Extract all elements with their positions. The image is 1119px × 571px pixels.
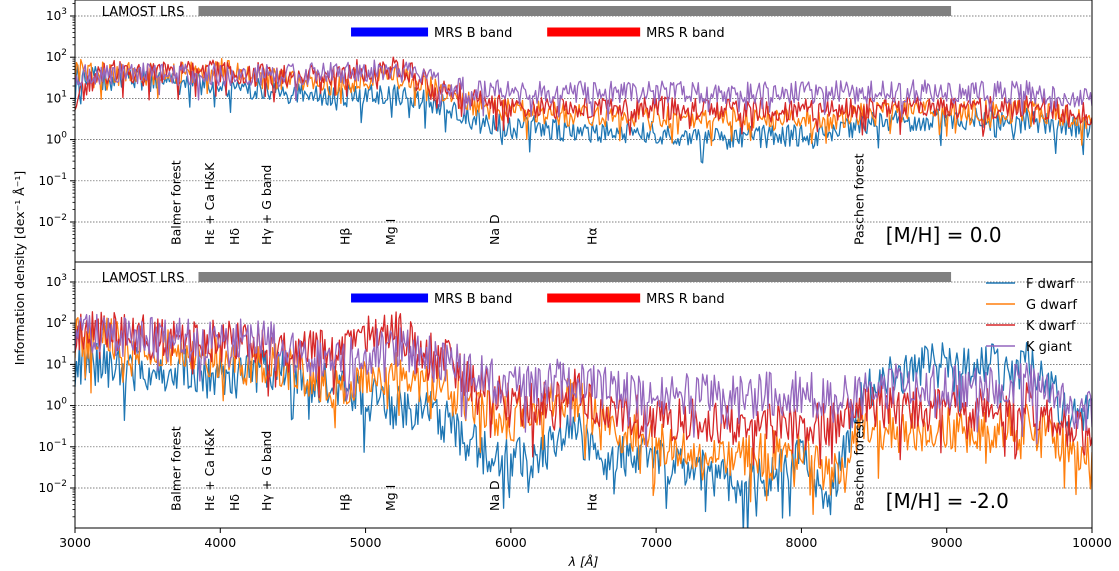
coverage-bar-label: LAMOST LRS [102,271,185,286]
y-tick-base: 10 [46,399,61,413]
y-tick-base: 10 [38,481,53,495]
series-group [75,311,1092,528]
coverage-bar [351,293,429,303]
series-line-f-dwarf [75,64,1092,164]
y-tick-exponent: 1 [61,89,67,99]
y-axis-label: Information density [dex⁻¹ Å⁻¹] [12,171,27,365]
x-tick-label: 7000 [640,535,672,550]
coverage-bar-label: MRS B band [434,292,512,307]
y-tick-exponent: 0 [61,131,67,141]
legend-label: K dwarf [1026,319,1076,334]
x-tick-label: 4000 [204,535,236,550]
spectral-line-label: Hα [585,227,600,245]
metallicity-label: [M/H] = 0.0 [886,223,1002,247]
coverage-bar-label: MRS R band [646,292,725,307]
y-tick-exponent: 3 [61,273,67,283]
y-tick-label: 102 [46,314,67,330]
panel-bottom: LAMOST LRS MRS B band MRS R band Balmer for… [38,261,1093,529]
panel-top: LAMOST LRS MRS B band MRS R band Balmer for… [38,0,1093,263]
y-tick-label: 10−2 [38,479,67,495]
x-tick-label: 6000 [495,535,527,550]
y-tick-exponent: −2 [54,213,67,223]
coverage-bar-label: MRS B band [434,26,512,41]
y-tick-exponent: −2 [54,479,67,489]
y-tick-base: 10 [38,440,53,454]
coverage-bar [198,272,952,282]
y-tick-label: 10−1 [38,172,67,188]
spectral-line-label: Hγ + G band [259,431,274,511]
series-group [75,56,1092,164]
y-tick-exponent: 2 [61,48,67,58]
y-tick-exponent: −1 [54,172,67,182]
series-line-k-dwarf [75,311,1092,466]
series-line-f-dwarf [75,342,1092,528]
x-tick-label: 9000 [931,535,963,550]
y-tick-base: 10 [46,316,61,330]
coverage-bar-label: LAMOST LRS [102,5,185,20]
y-tick-base: 10 [46,275,61,289]
coverage-bar [351,27,429,37]
y-tick-label: 102 [46,48,67,64]
spectral-line-label: Na D [487,480,502,511]
spectral-line-label: Hε + Ca H&K [202,428,217,511]
spectral-line-label: Hβ [337,494,352,511]
spectral-line-label: Mg I [383,485,398,511]
y-tick-base: 10 [38,174,53,188]
y-tick-exponent: 1 [61,355,67,365]
spectral-line-label: Balmer forest [169,160,184,245]
y-tick-label: 100 [46,397,67,413]
y-tick-exponent: 0 [61,397,67,407]
shared-axes: 3000 4000 5000 6000 7000 8000 9000 10000 λ [Å] In… [12,171,1112,569]
y-tick-exponent: 3 [61,7,67,17]
metallicity-label: [M/H] = -2.0 [886,489,1009,513]
y-tick-exponent: −1 [54,438,67,448]
y-tick-base: 10 [46,50,61,64]
spectral-line-label: Hδ [227,494,242,511]
spectral-line-label: Paschen forest [852,153,867,245]
x-tick-label: 8000 [786,535,818,550]
legend-label: K giant [1026,340,1072,355]
y-tick-label: 100 [46,131,67,147]
coverage-bar [547,27,641,37]
y-tick-label: 10−1 [38,438,67,454]
series-line-k-giant [75,59,1092,121]
legend-label: F dwarf [1026,277,1075,292]
series-line-g-dwarf [75,314,1092,516]
coverage-bar-label: MRS R band [646,26,725,41]
y-tick-label: 103 [46,7,67,23]
x-tick-label: 3000 [59,535,91,550]
spectral-line-label: Mg I [383,219,398,245]
spectral-line-label: Paschen forest [852,419,867,511]
y-tick-exponent: 2 [61,314,67,324]
x-axis-label: λ [Å] [568,554,599,569]
series-line-k-dwarf [75,56,1092,137]
y-tick-label: 101 [46,355,67,371]
spectral-line-label: Hβ [337,228,352,245]
series-line-k-giant [75,313,1092,448]
legend-label: G dwarf [1026,298,1077,313]
spectral-line-label: Balmer forest [169,426,184,511]
y-tick-label: 10−2 [38,213,67,229]
y-tick-label: 101 [46,89,67,105]
spectral-line-label: Hα [585,493,600,511]
y-tick-base: 10 [46,91,61,105]
y-tick-base: 10 [46,357,61,371]
spectral-line-label: Hγ + G band [259,165,274,245]
y-tick-base: 10 [46,9,61,23]
x-tick-label: 5000 [350,535,382,550]
y-tick-base: 10 [46,133,61,147]
y-tick-label: 103 [46,273,67,289]
spectral-line-label: Hδ [227,228,242,245]
y-tick-base: 10 [38,215,53,229]
spectral-line-label: Hε + Ca H&K [202,162,217,245]
coverage-bar [547,293,641,303]
coverage-bar [198,6,952,16]
x-tick-label: 10000 [1072,535,1112,550]
plot-frame [74,261,1093,529]
spectral-line-label: Na D [487,214,502,245]
